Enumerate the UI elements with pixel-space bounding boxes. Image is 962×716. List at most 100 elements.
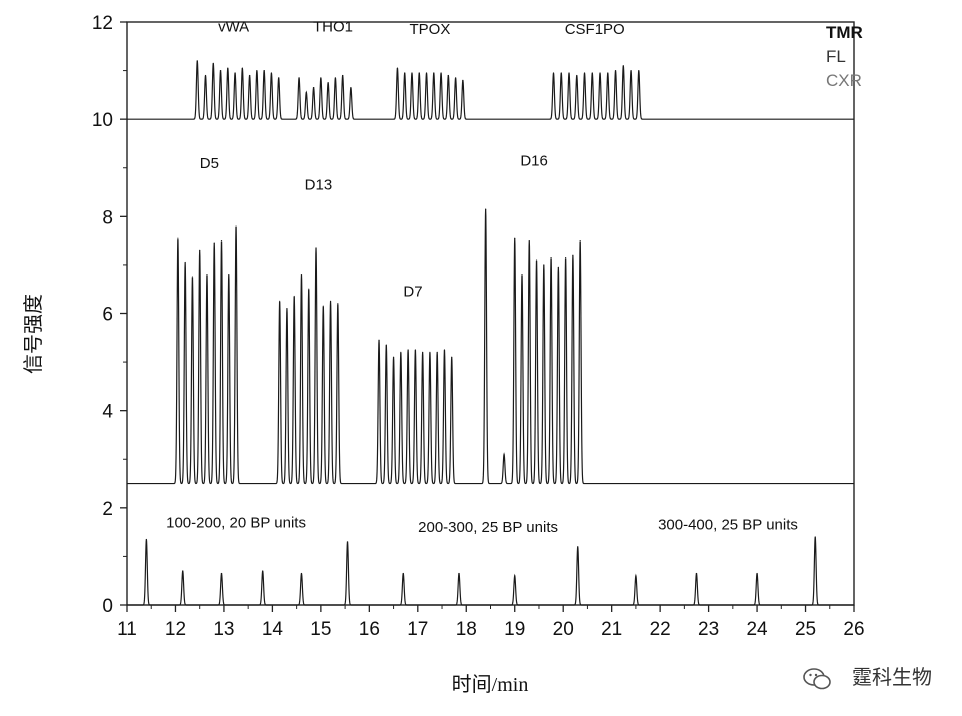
peak-point (270, 72, 273, 74)
peak-point (227, 67, 229, 69)
annotation-label: D16 (520, 152, 548, 169)
annotation-label: 100-200, 20 BP units (166, 514, 306, 531)
peak-point (219, 69, 222, 72)
y-tick-label: 4 (102, 402, 113, 423)
peak-point (184, 261, 186, 264)
y-tick-label: 6 (102, 305, 113, 326)
peak-point (322, 305, 324, 307)
annotation-label: D13 (305, 177, 333, 194)
x-tick-label: 11 (117, 619, 137, 640)
peak-point (220, 240, 223, 242)
annotation-label: TPOX (409, 21, 450, 38)
peak-point (346, 541, 349, 543)
peak-point (293, 295, 295, 298)
x-tick-label: 24 (746, 619, 768, 640)
peak-point (212, 62, 214, 64)
peak-point (300, 274, 303, 276)
peak-point (599, 72, 601, 74)
peak-point (425, 72, 428, 74)
x-tick-label: 25 (795, 619, 816, 640)
peak-point (560, 72, 562, 74)
x-tick-label: 18 (456, 619, 477, 640)
x-tick-label: 17 (407, 619, 428, 640)
peak-point (528, 240, 530, 242)
peak-point (630, 69, 632, 72)
x-tick-label: 12 (165, 619, 186, 640)
legend-entry: TMR (826, 23, 863, 42)
peak-point (312, 86, 315, 89)
peak-point (334, 77, 337, 79)
peak-point (278, 77, 280, 79)
peak-point (414, 349, 416, 351)
annotations: vWA THO1 TPOX CSF1PO D5 D13 D7 D16 100-200, 20 B… (166, 19, 798, 536)
peak-point (514, 575, 516, 577)
peak-point (440, 72, 442, 74)
peak-point (455, 77, 457, 79)
peak-point (337, 303, 339, 305)
peak-point (378, 339, 380, 341)
annotation-label: THO1 (313, 19, 353, 36)
peak-point (433, 72, 435, 74)
peak-point (235, 225, 237, 227)
annotation-label: D7 (403, 283, 422, 300)
peak-point (145, 538, 147, 541)
peak-point (177, 237, 179, 239)
peak-point (320, 77, 322, 79)
peak-point (350, 86, 352, 89)
legend-entry: CXR (826, 71, 862, 90)
peak-point (327, 82, 329, 84)
peak-point (204, 74, 207, 77)
peak-point (385, 344, 387, 346)
peak-point (591, 72, 593, 74)
peak-point (262, 570, 264, 572)
peak-point (396, 67, 399, 69)
peak-point (404, 72, 406, 74)
x-tick-label: 26 (843, 619, 864, 640)
peak-point (614, 69, 617, 72)
annotation-label: CSF1PO (565, 21, 625, 38)
peak-point (196, 60, 198, 62)
peak-point (436, 351, 438, 353)
peak-point (451, 356, 453, 358)
x-tick-label: 20 (553, 619, 574, 640)
peak-point (638, 69, 640, 72)
peak-point (429, 351, 431, 353)
peak-point (199, 249, 201, 251)
peak-point (308, 288, 310, 290)
peak-point (535, 259, 538, 261)
peak-point (418, 72, 420, 74)
peak-point (462, 79, 464, 81)
peak-point (305, 91, 307, 94)
peak-point (392, 356, 395, 358)
peak-point (249, 74, 251, 77)
peak-point (550, 257, 552, 259)
peak-point (228, 274, 230, 276)
peak-point (485, 208, 487, 210)
x-tick-label: 22 (650, 619, 671, 640)
x-tick-label: 23 (698, 619, 719, 640)
peak-point (279, 300, 281, 302)
x-axis: 11 12 13 14 15 16 17 18 19 20 21 22 23 24 25 26 (117, 605, 865, 640)
peak-point (400, 351, 402, 353)
x-tick-label: 21 (601, 619, 622, 640)
peak-point (572, 254, 574, 256)
peak-point (422, 351, 424, 353)
annotation-label: 300-400, 25 BP units (658, 517, 798, 534)
peak-point (756, 572, 758, 575)
peak-point (342, 74, 344, 77)
y-tick-label: 2 (102, 499, 113, 520)
peak-point (458, 572, 460, 575)
peak-point (521, 274, 523, 276)
x-tick-label: 16 (359, 619, 380, 640)
x-axis-title: 时间/min (452, 673, 529, 696)
peak-point (443, 349, 446, 351)
peak-point (622, 65, 624, 67)
peak-point (402, 572, 404, 575)
peak-point (503, 453, 505, 455)
peak-point (447, 74, 449, 77)
x-tick-label: 19 (504, 619, 525, 640)
y-tick-label: 8 (102, 207, 113, 228)
legend-entry: FL (826, 47, 846, 66)
x-tick-label: 13 (213, 619, 234, 640)
x-tick-label: 15 (310, 619, 331, 640)
